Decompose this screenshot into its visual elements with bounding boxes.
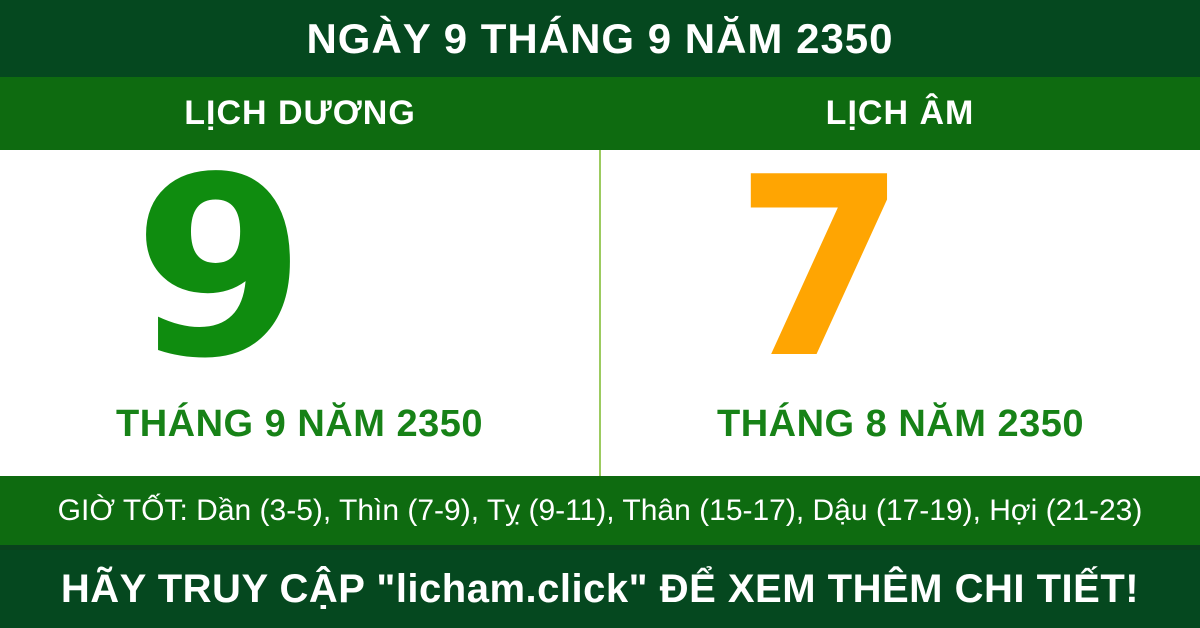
lunar-month-year-label: THÁNG 8 NĂM 2350 xyxy=(717,403,1084,445)
lunar-calendar-header: LỊCH ÂM xyxy=(825,94,975,132)
calendar-body: 9 THÁNG 9 NĂM 2350 7 THÁNG 8 NĂM 2350 xyxy=(0,125,1200,476)
solar-panel: 9 THÁNG 9 NĂM 2350 xyxy=(0,125,599,476)
solar-month-year-label: THÁNG 9 NĂM 2350 xyxy=(116,403,483,445)
panel-divider xyxy=(599,150,601,476)
banner-title: NGÀY 9 THÁNG 9 NĂM 2350 xyxy=(306,14,894,62)
lunar-day-number: 7 xyxy=(734,125,907,413)
good-hours-text: GIỜ TỐT: Dần (3-5), Thìn (7-9), Tỵ (9-11… xyxy=(57,493,1143,527)
footer-cta-text: HÃY TRUY CẬP "licham.click" ĐỂ XEM THÊM … xyxy=(60,566,1140,611)
calendar-type-header-row: LỊCH DƯƠNG LỊCH ÂM xyxy=(0,77,1200,150)
lunar-panel: 7 THÁNG 8 NĂM 2350 xyxy=(601,125,1200,476)
date-banner-header: NGÀY 9 THÁNG 9 NĂM 2350 xyxy=(0,0,1200,77)
solar-day-number: 9 xyxy=(133,125,306,413)
solar-calendar-header: LỊCH DƯƠNG xyxy=(184,94,416,132)
footer-cta-bar: HÃY TRUY CẬP "licham.click" ĐỂ XEM THÊM … xyxy=(0,545,1200,628)
good-hours-bar: GIỜ TỐT: Dần (3-5), Thìn (7-9), Tỵ (9-11… xyxy=(0,476,1200,545)
